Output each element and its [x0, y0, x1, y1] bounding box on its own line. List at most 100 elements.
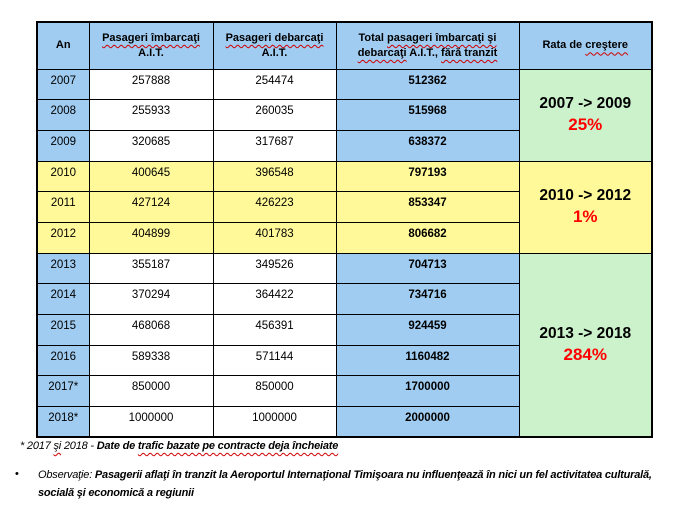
text-segment: Observaţie: [38, 469, 95, 481]
table-row: 2017* 850000 850000 1700000 [36, 375, 652, 408]
header-line: Pasageri debarcaţi [216, 31, 334, 46]
cell-imbarcati-2008: 255933 [88, 99, 214, 131]
header-line: Pasageri îmbarcaţi [92, 31, 211, 46]
table-row: 2016 589338 571144 1160482 [36, 344, 652, 377]
cell-debarcati-2010: 396548 [212, 160, 337, 193]
text-segment: creştere [585, 39, 629, 52]
cell-debarcati-2009: 317687 [212, 129, 337, 162]
cell-imbarcati-2015: 468068 [88, 314, 214, 346]
cell-debarcati-2015: 456391 [212, 314, 337, 346]
text-segment: Total [358, 31, 388, 44]
cell-imbarcati-2007: 257888 [88, 68, 214, 101]
header-line: Total pasageri îmbarcaţi şi [339, 31, 517, 46]
table-row: 2008 255933 260035 515968 [36, 99, 652, 131]
cell-total-2013: 704713 [335, 252, 520, 285]
text-segment: Rata de [542, 39, 586, 52]
header-total-pasageri: Total pasageri îmbarcaţi şi debarcaţi A.I… [335, 21, 520, 70]
cell-debarcati-2016: 571144 [212, 344, 337, 377]
cell-debarcati-2011: 426223 [212, 191, 337, 223]
cell-year-2014: 2014 [36, 283, 90, 315]
text-segment: fără tranzit [441, 46, 498, 59]
table-row: 2007 257888 254474 512362 2007 -> 2009 25% [36, 68, 653, 162]
cell-year-2016: 2016 [36, 344, 90, 377]
cell-debarcati-2017*: 850000 [212, 375, 337, 408]
growth-percent-value: 284% [563, 344, 607, 364]
traffic-table: An Pasageri îmbarcaţi A.I.T. Pasageri debar… [36, 21, 653, 439]
cell-total-2015: 924459 [335, 314, 520, 346]
cell-year-2008: 2008 [36, 99, 90, 131]
text-segment: Date de [96, 440, 138, 452]
table-header-row: An Pasageri îmbarcaţi A.I.T. Pasageri debar… [36, 21, 653, 70]
cell-total-2016: 1160482 [335, 344, 520, 377]
growth-period-label: 2010 -> 2012 [539, 187, 632, 205]
cell-year-2012: 2012 [36, 221, 90, 254]
growth-period-label: 2007 -> 2009 [539, 95, 632, 113]
table-row: 2014 370294 364422 734716 [36, 283, 652, 315]
cell-imbarcati-2014: 370294 [88, 283, 214, 315]
growth-period-label: 2013 -> 2018 [539, 324, 632, 342]
text-segment: pasageri îmbarcaţi şi [387, 31, 497, 44]
cell-year-2009: 2009 [36, 129, 90, 162]
cell-total-2012: 806682 [335, 221, 520, 254]
cell-year-2011: 2011 [36, 191, 90, 223]
cell-imbarcati-2013: 355187 [88, 252, 214, 285]
text-segment: trafic bazate pe contracte deja încheiat… [137, 440, 339, 452]
cell-year-2007: 2007 [36, 68, 90, 101]
cell-imbarcati-2018*: 1000000 [88, 406, 214, 438]
cell-total-2009: 638372 [335, 129, 520, 162]
text-segment: 2018 - [61, 440, 97, 452]
cell-debarcati-2018*: 1000000 [212, 406, 337, 438]
header-an: An [36, 21, 90, 70]
header-line: Rata de creştere [522, 38, 650, 53]
cell-debarcati-2012: 401783 [212, 221, 337, 254]
cell-debarcati-2014: 364422 [212, 283, 337, 315]
growth-percent-value: 1% [572, 207, 598, 227]
cell-debarcati-2007: 254474 [212, 68, 337, 101]
observation-note: Observaţie: Pasagerii aflaţi în tranzit … [38, 467, 688, 502]
cell-total-2017*: 1700000 [335, 375, 520, 408]
cell-imbarcati-2012: 404899 [88, 221, 214, 254]
cell-total-2007: 512362 [335, 68, 520, 101]
text-segment: A.I.T. [138, 46, 164, 59]
table-row: 2015 468068 456391 924459 [36, 314, 652, 346]
cell-year-2015: 2015 [36, 314, 90, 346]
text-segment: An [55, 39, 71, 52]
cell-imbarcati-2016: 589338 [88, 344, 214, 377]
cell-total-2014: 734716 [335, 283, 520, 315]
text-segment: A.I.T., [406, 46, 442, 59]
text-segment: şi [53, 440, 62, 452]
header-line: A.I.T. [92, 46, 211, 61]
cell-imbarcati-2011: 427124 [88, 191, 214, 223]
text-segment: Pasageri debarcaţi [225, 31, 324, 44]
text-segment: Pasageri îmbarcaţi [102, 31, 200, 44]
table-row: 2011 427124 426223 853347 [36, 191, 652, 223]
text-segment: * 2017 [20, 440, 54, 452]
cell-year-2013: 2013 [36, 252, 90, 285]
text-segment: debarcaţi [357, 46, 407, 59]
header-line: An [40, 38, 87, 53]
table-row: 2010 400645 396548 797193 2010 -> 2012 1% [36, 160, 653, 254]
cell-total-2008: 515968 [335, 99, 520, 131]
table-row: 2013 355187 349526 704713 2013 -> 2018 284% [36, 252, 653, 438]
cell-total-2010: 797193 [335, 160, 520, 193]
cell-debarcati-2008: 260035 [212, 99, 337, 131]
header-line: debarcaţi A.I.T., fără tranzit [339, 46, 517, 61]
cell-imbarcati-2010: 400645 [88, 160, 214, 193]
header-rata-de-crestere: Rata de creştere [518, 21, 653, 70]
text-segment: A.I.T. [261, 46, 288, 59]
growth-panel-2013-2018: 2013 -> 2018 284% [518, 252, 653, 438]
header-pasageri-imbarcati: Pasageri îmbarcaţi A.I.T. [88, 21, 214, 70]
header-line: A.I.T. [216, 46, 334, 61]
table-row: 2018* 1000000 1000000 2000000 [36, 406, 652, 438]
cell-total-2018*: 2000000 [335, 406, 520, 438]
header-pasageri-debarcati: Pasageri debarcaţi A.I.T. [212, 21, 337, 70]
growth-panel-2010-2012: 2010 -> 2012 1% [518, 160, 653, 254]
bullet-icon: • [15, 468, 19, 480]
cell-year-2017*: 2017* [36, 375, 90, 408]
cell-imbarcati-2009: 320685 [88, 129, 214, 162]
cell-debarcati-2013: 349526 [212, 252, 337, 285]
table-row: 2012 404899 401783 806682 [36, 221, 652, 254]
table-row: 2009 320685 317687 638372 [36, 129, 652, 162]
footnote-estimate: * 2017 şi 2018 - Date de trafic bazate p… [20, 440, 338, 452]
